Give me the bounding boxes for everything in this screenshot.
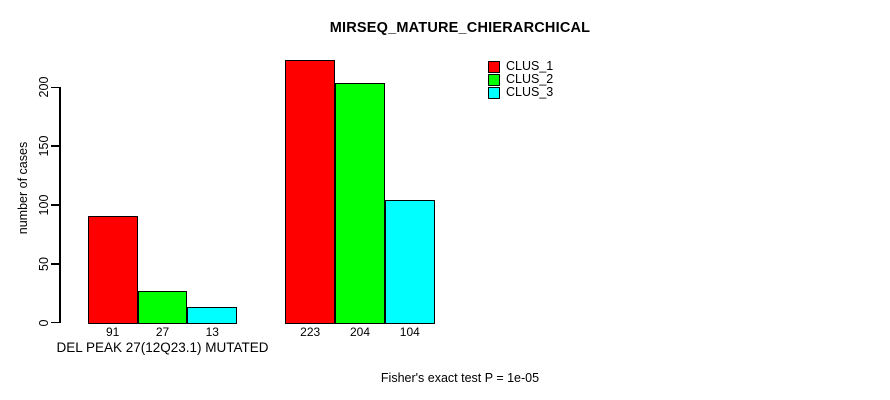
legend-item: CLUS_3 bbox=[488, 85, 554, 99]
fisher-test-annotation: Fisher's exact test P = 1e-05 bbox=[380, 371, 540, 385]
y-tick bbox=[51, 321, 59, 324]
bar-value-label: 223 bbox=[300, 325, 321, 339]
y-tick bbox=[51, 204, 59, 206]
bar-value-label: 204 bbox=[349, 325, 371, 339]
legend-swatch-clus-1 bbox=[488, 60, 500, 73]
y-tick-label: 200 bbox=[37, 76, 51, 98]
legend-item: CLUS_1 bbox=[488, 59, 554, 73]
legend-swatch-clus-2 bbox=[488, 73, 500, 86]
y-tick bbox=[51, 263, 59, 265]
bar-value-label: 91 bbox=[106, 325, 120, 339]
chart-title: MIRSEQ_MATURE_CHIERARCHICAL bbox=[329, 20, 591, 36]
y-axis-line bbox=[59, 86, 61, 324]
bar-value-label: 104 bbox=[399, 325, 420, 339]
y-tick bbox=[51, 86, 59, 89]
legend-label: CLUS_2 bbox=[506, 72, 554, 86]
bar-clus_1-group-1 bbox=[87, 215, 138, 325]
legend-label: CLUS_1 bbox=[506, 59, 554, 73]
bar-clus_2-group-2 bbox=[335, 82, 385, 325]
y-tick bbox=[51, 145, 59, 147]
y-tick-label: 50 bbox=[37, 256, 51, 271]
y-axis-label: number of cases bbox=[16, 141, 30, 235]
y-tick-label: 150 bbox=[37, 135, 51, 157]
legend-item: CLUS_2 bbox=[488, 72, 554, 86]
bar-value-label: 13 bbox=[205, 325, 219, 339]
group-label: DEL PEAK 27(12Q23.1) MUTATED bbox=[56, 340, 269, 355]
legend: CLUS_1 CLUS_2 CLUS_3 bbox=[488, 59, 554, 100]
bar-value-label: 27 bbox=[155, 325, 170, 339]
bar-clus_1-group-2 bbox=[285, 60, 336, 325]
y-tick-label: 0 bbox=[37, 319, 51, 327]
y-tick-label: 100 bbox=[37, 194, 51, 216]
legend-swatch-clus-3 bbox=[488, 86, 500, 99]
bar-clus_3-group-1 bbox=[187, 307, 238, 325]
bar-clus_3-group-2 bbox=[384, 200, 435, 325]
legend-label: CLUS_3 bbox=[506, 85, 554, 99]
bar-clus_2-group-1 bbox=[137, 290, 188, 325]
